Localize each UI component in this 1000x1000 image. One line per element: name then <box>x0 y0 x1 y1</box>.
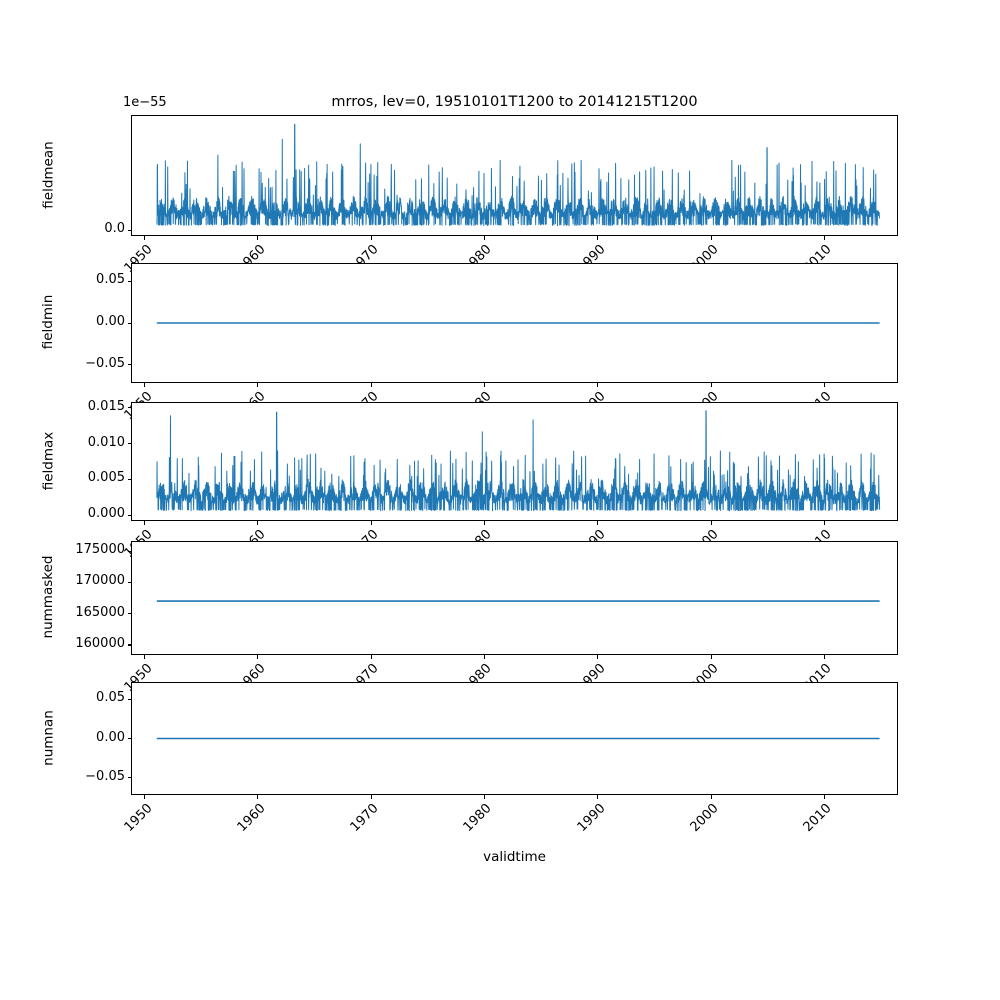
xtick-label: 1980 <box>461 801 496 836</box>
series-nummasked <box>156 600 880 602</box>
xtick-mark <box>483 795 486 799</box>
xtick-mark <box>823 795 825 799</box>
xtick-mark <box>370 795 372 799</box>
subplot-fieldmax <box>131 402 898 521</box>
xtick-mark <box>370 383 372 387</box>
xtick-mark <box>144 383 146 387</box>
xtick-mark <box>823 383 825 387</box>
ylabel-numnan: numnan <box>40 709 56 766</box>
ytick-label-numnan: 0.00 <box>96 729 125 745</box>
ytick-label-fieldmax: 0.000 <box>87 506 125 522</box>
ytick-label-nummasked: 165000 <box>75 604 125 620</box>
xtick-label: 2010 <box>800 801 835 836</box>
ytick-mark <box>127 613 131 615</box>
xlabel: validtime <box>483 849 546 865</box>
subplot-numnan <box>131 682 898 795</box>
ytick-mark <box>127 738 131 740</box>
ytick-label-nummasked: 160000 <box>75 635 125 651</box>
ytick-label-fieldmin: −0.05 <box>85 355 125 371</box>
subplot-fieldmean <box>131 115 898 236</box>
xtick-mark <box>257 236 259 240</box>
ytick-label-fieldmax: 0.010 <box>87 434 125 450</box>
xtick-mark <box>710 383 712 387</box>
xtick-mark <box>144 236 146 240</box>
ytick-mark <box>127 514 131 516</box>
xtick-mark <box>710 795 712 799</box>
xtick-mark <box>257 521 259 525</box>
xtick-mark <box>257 795 259 799</box>
ytick-label-fieldmax: 0.005 <box>87 470 125 486</box>
yaxis-offset-text: 1e−55 <box>123 95 167 110</box>
ytick-label-numnan: 0.05 <box>96 690 125 706</box>
xtick-mark <box>370 521 372 525</box>
ytick-mark <box>127 698 131 700</box>
ytick-mark <box>127 407 131 409</box>
xtick-mark <box>823 655 825 659</box>
xtick-mark <box>483 236 486 240</box>
xtick-label: 1990 <box>574 801 609 836</box>
xtick-mark <box>370 236 372 240</box>
xtick-mark <box>483 383 486 387</box>
figure-title: mrros, lev=0, 19510101T1200 to 20141215T… <box>331 94 698 110</box>
series-fieldmax <box>156 410 881 512</box>
series-fieldmean <box>156 123 881 227</box>
xtick-mark <box>710 655 712 659</box>
ytick-label-numnan: −0.05 <box>85 768 125 784</box>
series-numnan <box>156 737 880 740</box>
ytick-mark <box>127 478 131 480</box>
xtick-mark <box>710 521 712 525</box>
xtick-mark <box>823 236 825 240</box>
xtick-mark <box>257 655 259 659</box>
xtick-mark <box>144 795 146 799</box>
xtick-mark <box>597 383 599 387</box>
ytick-mark <box>127 229 131 231</box>
ytick-mark <box>127 550 131 552</box>
xtick-mark <box>710 236 712 240</box>
xtick-mark <box>597 795 599 799</box>
xtick-label: 1970 <box>347 801 382 836</box>
ytick-mark <box>127 443 131 445</box>
ytick-mark <box>127 322 131 324</box>
ytick-label-fieldmin: 0.00 <box>96 314 125 329</box>
series-fieldmin <box>156 322 880 324</box>
xtick-label: 2000 <box>687 801 722 836</box>
xtick-mark <box>483 655 486 659</box>
xtick-mark <box>597 655 599 659</box>
xtick-mark <box>597 521 599 525</box>
xtick-mark <box>483 521 486 525</box>
ytick-label-nummasked: 170000 <box>75 573 125 589</box>
xtick-mark <box>370 655 372 659</box>
ytick-mark <box>127 581 131 583</box>
xtick-mark <box>144 655 146 659</box>
subplot-fieldmin <box>131 263 898 383</box>
xtick-mark <box>144 521 146 525</box>
xtick-mark <box>257 383 259 387</box>
xtick-label: 1960 <box>234 801 269 836</box>
ytick-mark <box>127 644 131 646</box>
ytick-label-fieldmin: 0.05 <box>96 272 125 288</box>
ytick-label-fieldmax: 0.015 <box>87 398 125 414</box>
ytick-mark <box>127 280 131 282</box>
xtick-mark <box>823 521 825 525</box>
ytick-mark <box>127 777 131 779</box>
ytick-mark <box>127 364 131 366</box>
xtick-mark <box>597 236 599 240</box>
ytick-label-fieldmean: 0.0 <box>104 221 125 237</box>
xtick-label: 1950 <box>121 801 156 836</box>
subplot-nummasked <box>131 541 898 655</box>
ytick-label-nummasked: 175000 <box>75 542 125 558</box>
